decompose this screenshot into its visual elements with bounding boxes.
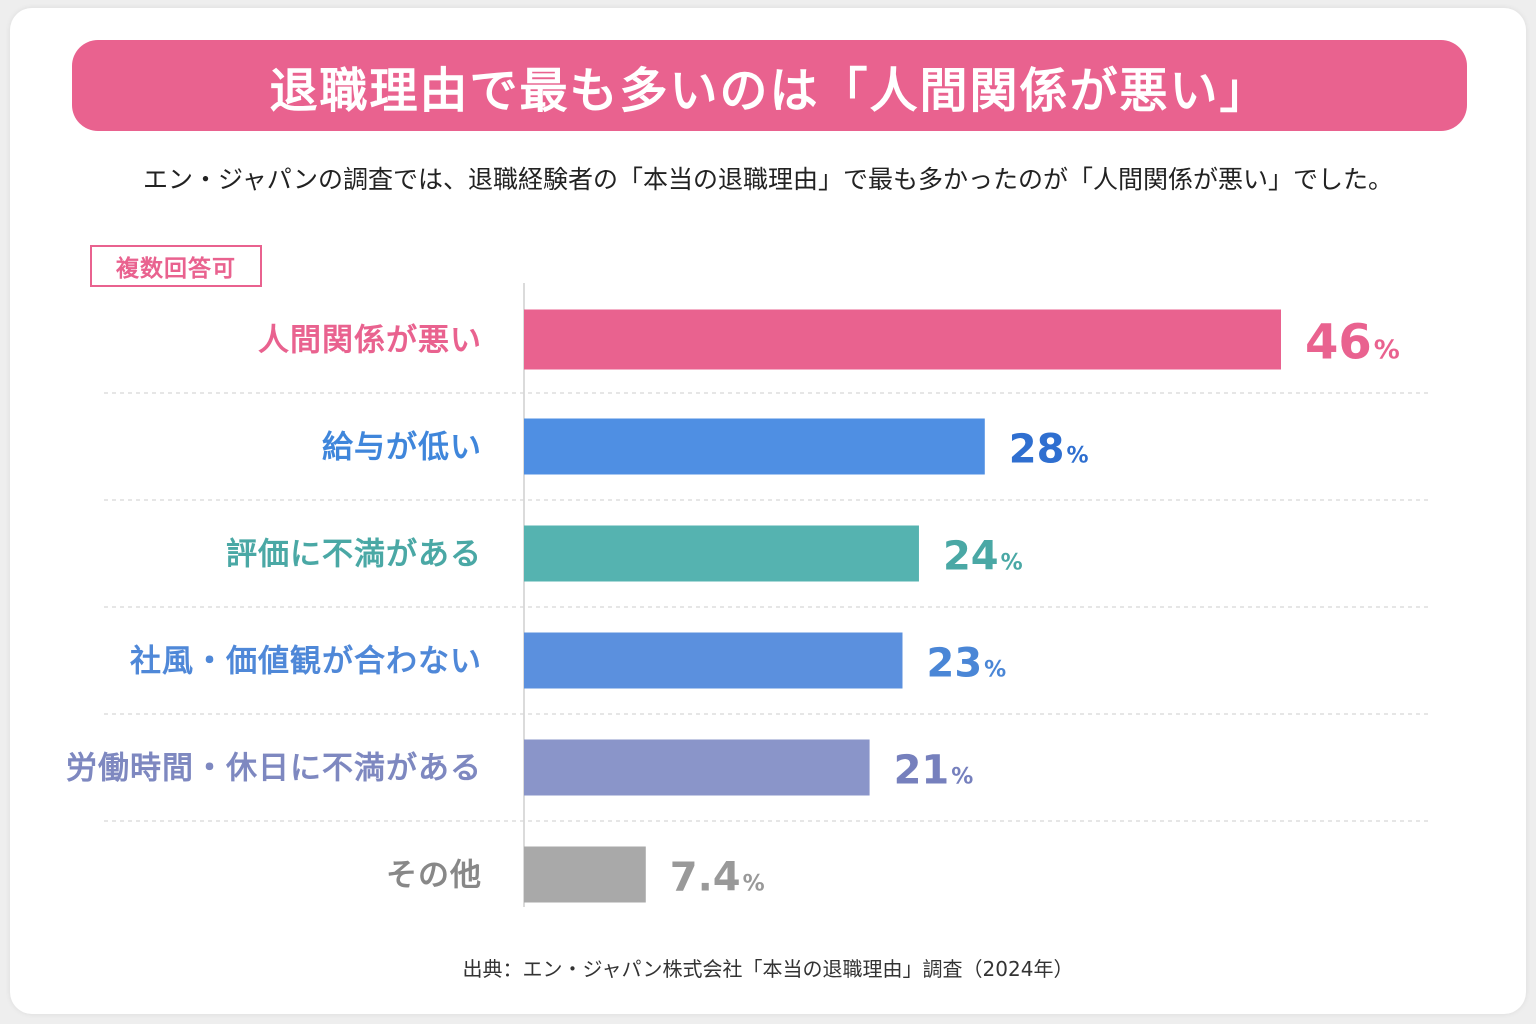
category-label-2: 評価に不満がある [226,537,482,573]
bar-0 [524,309,1281,370]
page-title: 退職理由で最も多いのは「人間関係が悪い」 [269,62,1270,119]
category-label-4: 労働時間・休日に不満がある [66,751,482,787]
multiple-answer-badge: 複数回答可 [90,245,262,287]
chart-card [10,8,1526,1014]
category-label-5: その他 [386,858,482,894]
value-label-4: 21% [894,748,974,794]
category-label-3: 社風・価値観が合わない [130,644,482,680]
bar-3 [524,632,903,689]
value-label-2: 24% [943,534,1023,580]
bar-1 [524,418,985,475]
value-label-5: 7.4% [670,855,765,901]
bar-5 [524,846,646,903]
category-label-1: 給与が低い [322,430,482,466]
value-label-0: 46% [1305,315,1400,371]
subtitle: エン・ジャパンの調査では、退職経験者の「本当の退職理由」で最も多かったのが「人間… [142,165,1393,194]
category-label-0: 人間関係が悪い [258,323,482,359]
bar-4 [524,739,870,796]
title-banner: 退職理由で最も多いのは「人間関係が悪い」 [72,40,1467,131]
bar-2 [524,525,919,582]
value-label-3: 23% [927,641,1007,687]
source-note: 出典：エン・ジャパン株式会社「本当の退職理由」調査（2024年） [462,957,1074,981]
value-label-1: 28% [1009,427,1089,473]
